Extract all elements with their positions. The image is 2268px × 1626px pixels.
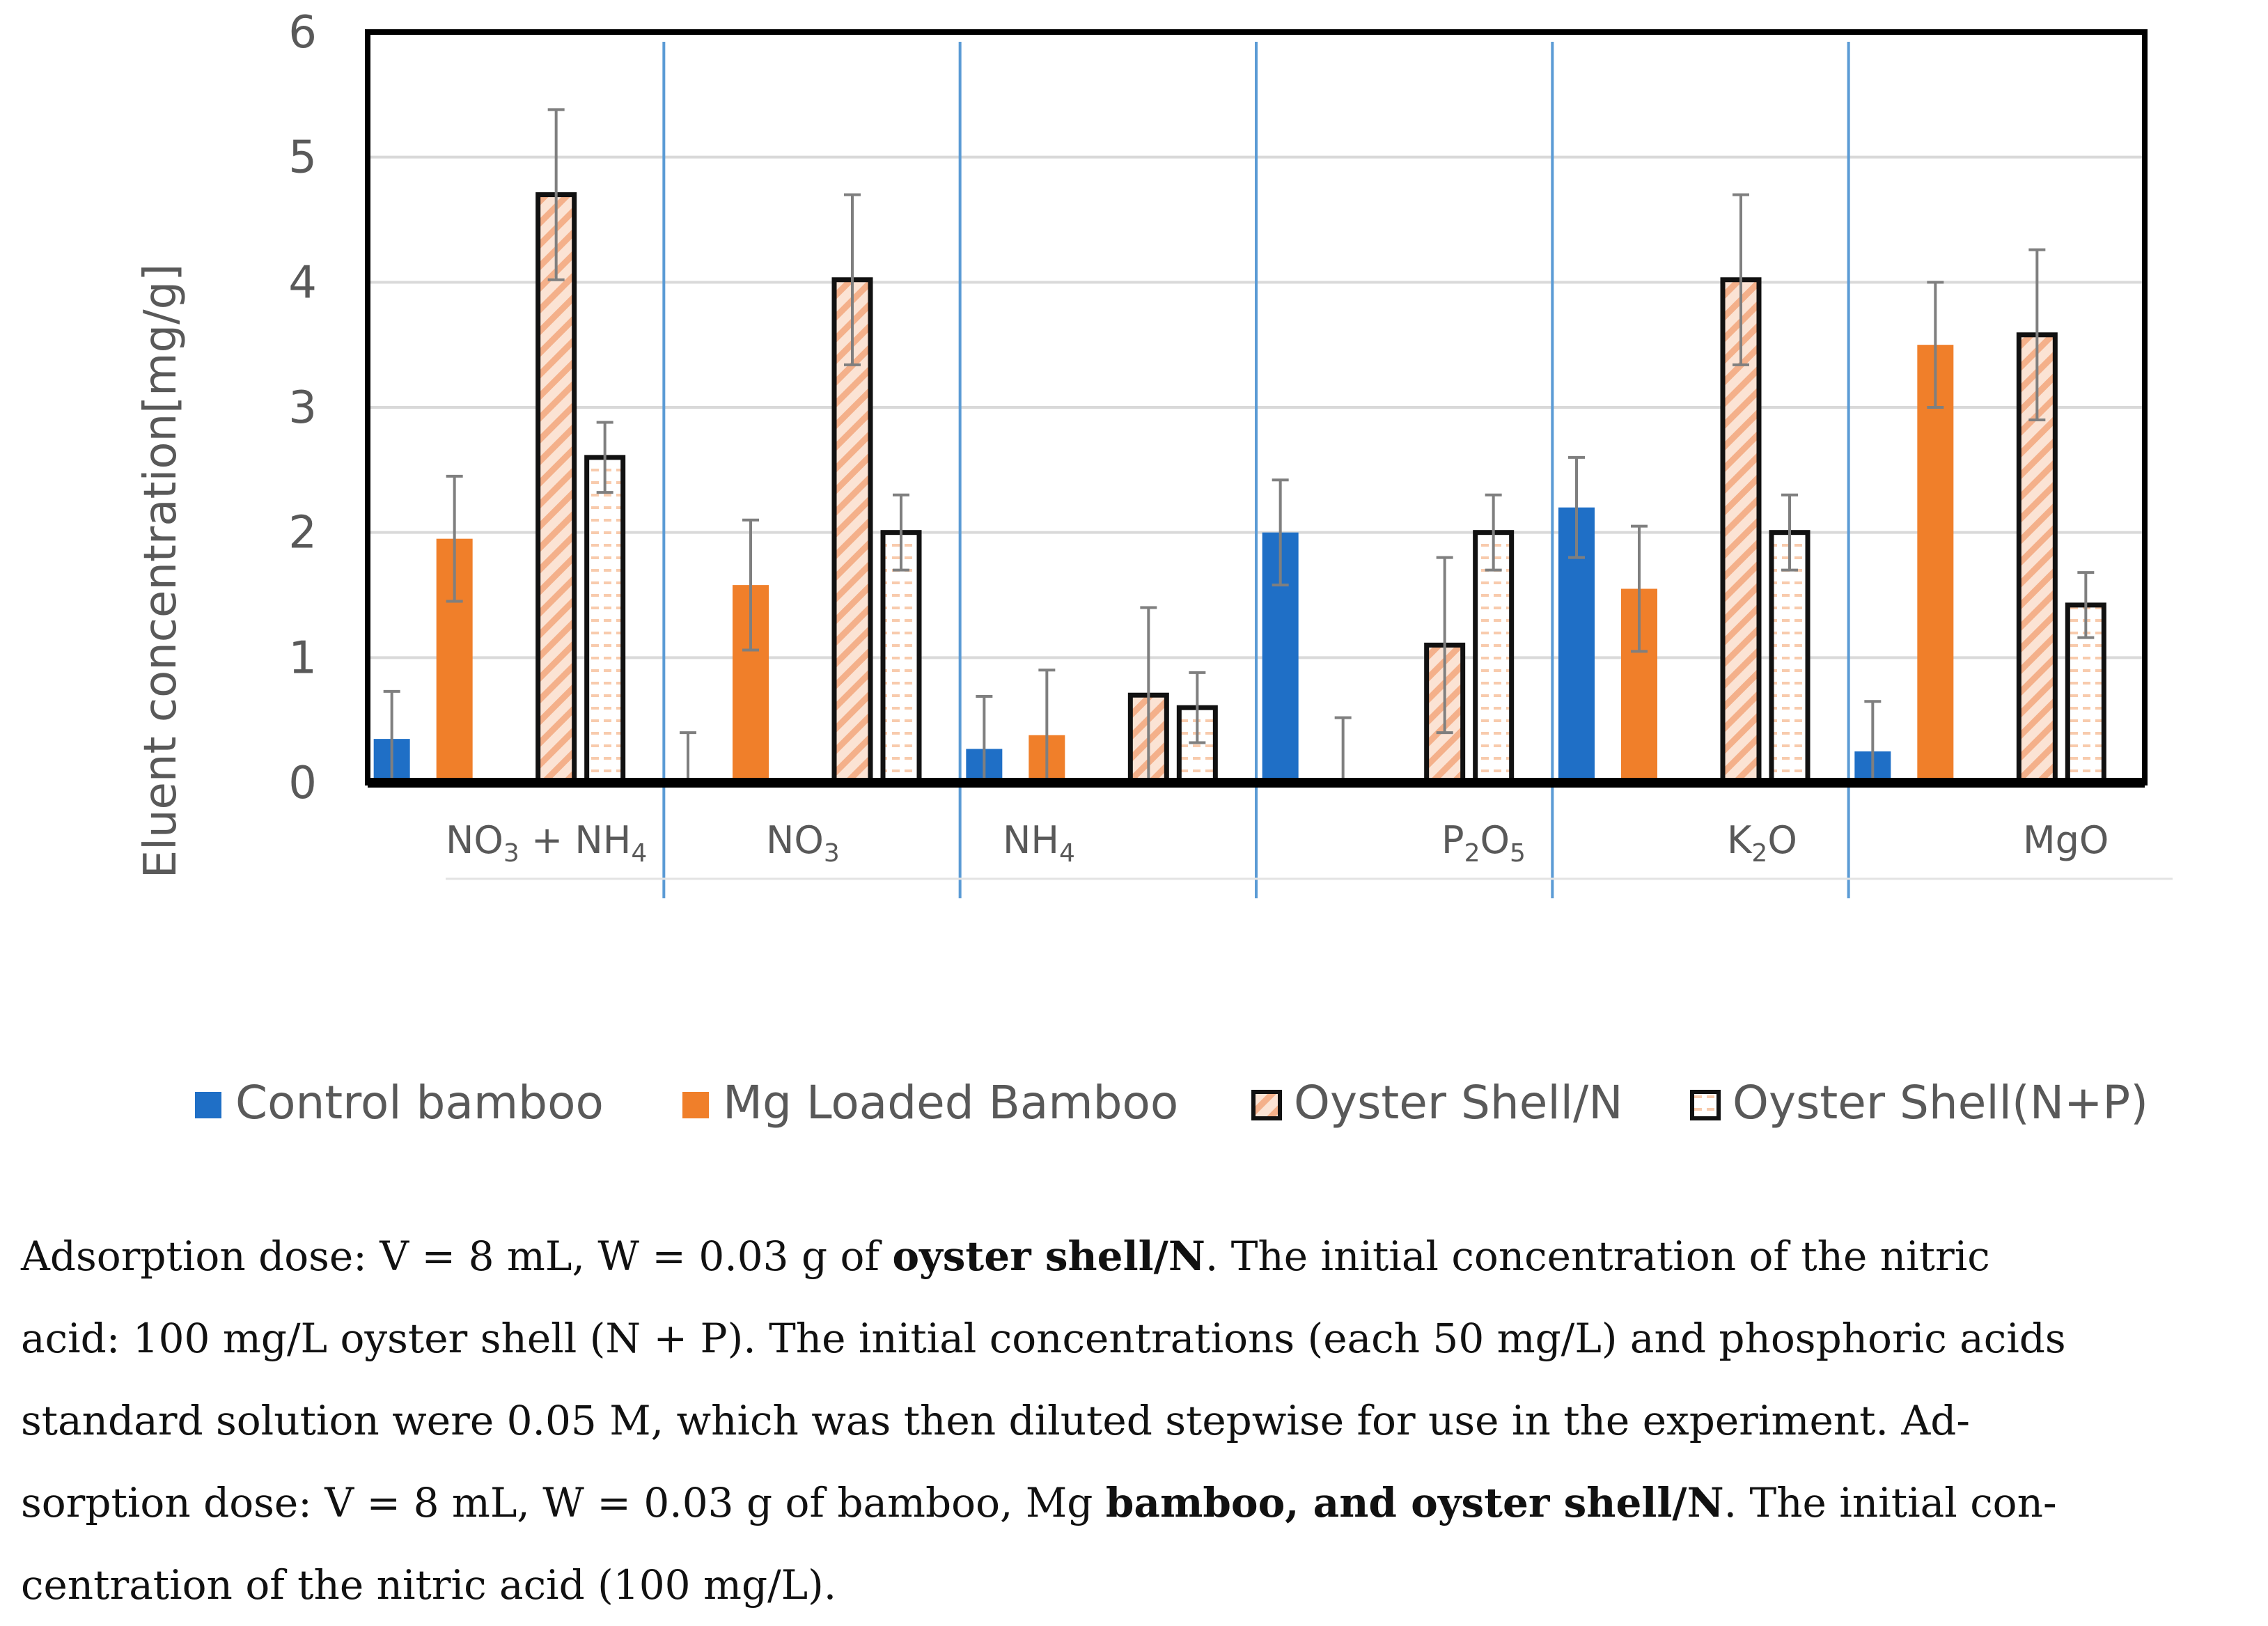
y-tick-label: 4 <box>288 257 317 308</box>
error-bars <box>383 108 2095 784</box>
x-tick-label: NH4 <box>1003 818 1075 868</box>
y-axis-label: Eluent concentration[mg/g] <box>135 264 187 879</box>
x-tick-label: NO3 + NH4 <box>446 818 647 868</box>
y-tick-label: 0 <box>288 758 317 809</box>
bar-oyster-shell-n-p- <box>1473 530 1515 785</box>
y-tick-label: 3 <box>288 382 317 434</box>
x-tick-label: K2O <box>1727 818 1797 868</box>
bar-oyster-shell-n-p- <box>880 530 922 785</box>
legend-swatch <box>1251 1090 1282 1120</box>
legend-label: Control bamboo <box>235 1076 604 1129</box>
x-tick-labels: NO3 + NH4 NO3 NH4 P2O5 K2O MgO <box>446 818 2109 868</box>
bars <box>373 192 2106 785</box>
bar-chart: 0 1 2 3 4 5 6 NO3 + NH4 NO3 NH4 P2O5 K2O MgO Eluent… <box>135 7 2173 1129</box>
bar-oyster-shell-n <box>535 192 577 785</box>
legend-swatch <box>682 1092 709 1118</box>
legend: Control bamboo Mg Loaded Bamboo Oyster She… <box>195 1076 2148 1129</box>
x-tick-label: NO3 <box>766 818 840 868</box>
x-tick-label: MgO <box>2023 818 2109 862</box>
bar-oyster-shell-n-p- <box>584 455 626 785</box>
caption-line-3: standard solution were 0.05 M, which was… <box>21 1397 1970 1444</box>
y-tick-label: 5 <box>288 132 317 184</box>
y-tick-label: 1 <box>288 632 317 684</box>
bar-mg-loaded-bamboo <box>1917 345 1954 783</box>
bar-oyster-shell-n-p- <box>1769 530 1811 785</box>
y-tick-label: 6 <box>288 7 317 58</box>
y-tick-labels: 0 1 2 3 4 5 6 <box>288 7 317 809</box>
legend-label: Mg Loaded Bamboo <box>723 1076 1178 1129</box>
caption-line-4: sorption dose: V = 8 mL, W = 0.03 g of b… <box>21 1479 2057 1526</box>
legend-swatch <box>195 1092 221 1118</box>
y-tick-label: 2 <box>288 508 317 559</box>
legend-label: Oyster Shell(N+P) <box>1733 1076 2148 1129</box>
caption-line-5: centration of the nitric acid (100 mg/L)… <box>21 1561 837 1609</box>
category-separators <box>446 42 2173 898</box>
caption-line-1: Adsorption dose: V = 8 mL, W = 0.03 g of… <box>21 1233 1990 1280</box>
figure-caption: Adsorption dose: V = 8 mL, W = 0.03 g of… <box>21 1215 2249 1626</box>
legend-swatch <box>1690 1090 1721 1120</box>
caption-line-2: acid: 100 mg/L oyster shell (N + P). The… <box>21 1315 2066 1362</box>
x-tick-label: P2O5 <box>1441 818 1526 868</box>
legend-label: Oyster Shell/N <box>1294 1076 1623 1129</box>
